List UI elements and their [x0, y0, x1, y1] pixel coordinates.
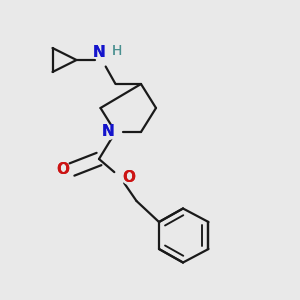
Text: N: N: [102, 124, 114, 140]
Text: N: N: [93, 45, 105, 60]
Text: O: O: [56, 162, 70, 177]
Text: O: O: [122, 169, 136, 184]
Text: H: H: [112, 44, 122, 58]
Text: O: O: [56, 162, 70, 177]
Text: N: N: [93, 45, 105, 60]
Text: N: N: [102, 124, 114, 140]
Text: O: O: [122, 169, 136, 184]
Text: H: H: [112, 44, 122, 58]
